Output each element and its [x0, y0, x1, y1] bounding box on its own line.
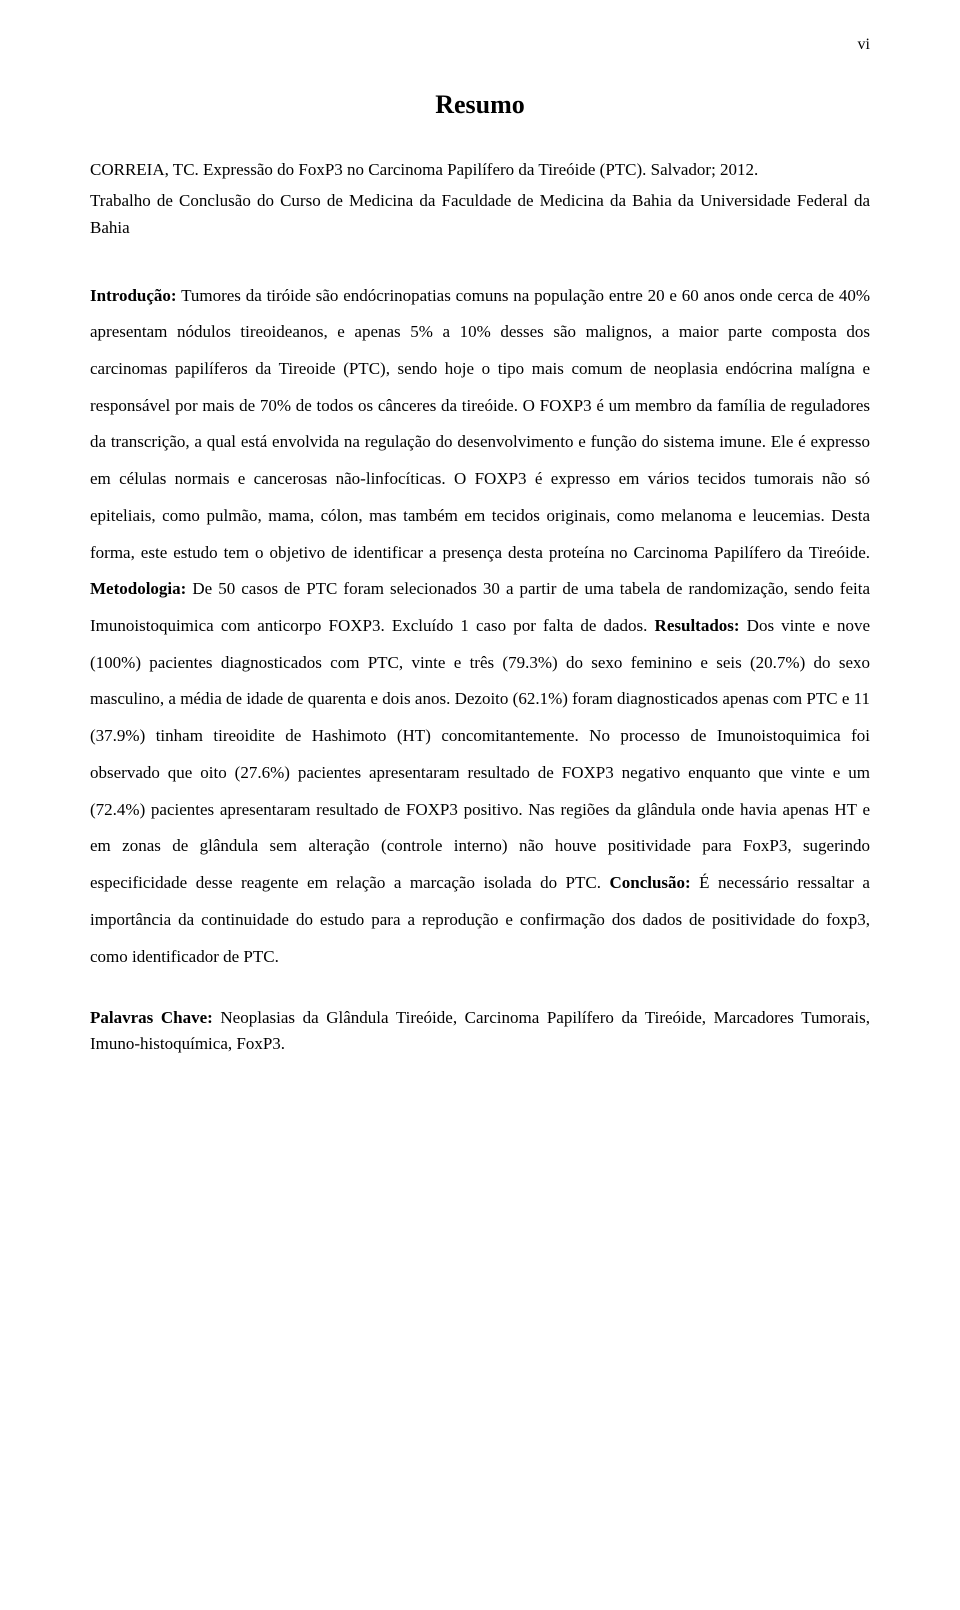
citation-text: CORREIA, TC. Expressão do FoxP3 no Carci…	[90, 156, 870, 183]
intro-label: Introdução:	[90, 286, 177, 305]
intro-text: Tumores da tiróide são endócrinopatias c…	[90, 286, 870, 562]
section-title: Resumo	[90, 90, 870, 120]
conclusion-label: Conclusão:	[609, 873, 690, 892]
institution-text: Trabalho de Conclusão do Curso de Medici…	[90, 187, 870, 241]
results-text: Dos vinte e nove (100%) pacientes diagno…	[90, 616, 870, 892]
keywords-section: Palavras Chave: Neoplasias da Glândula T…	[90, 1005, 870, 1056]
keywords-label: Palavras Chave:	[90, 1008, 213, 1027]
methods-label: Metodologia:	[90, 579, 186, 598]
page-number: vi	[858, 36, 870, 54]
abstract-body: Introdução: Tumores da tiróide são endóc…	[90, 278, 870, 976]
results-label: Resultados:	[655, 616, 740, 635]
